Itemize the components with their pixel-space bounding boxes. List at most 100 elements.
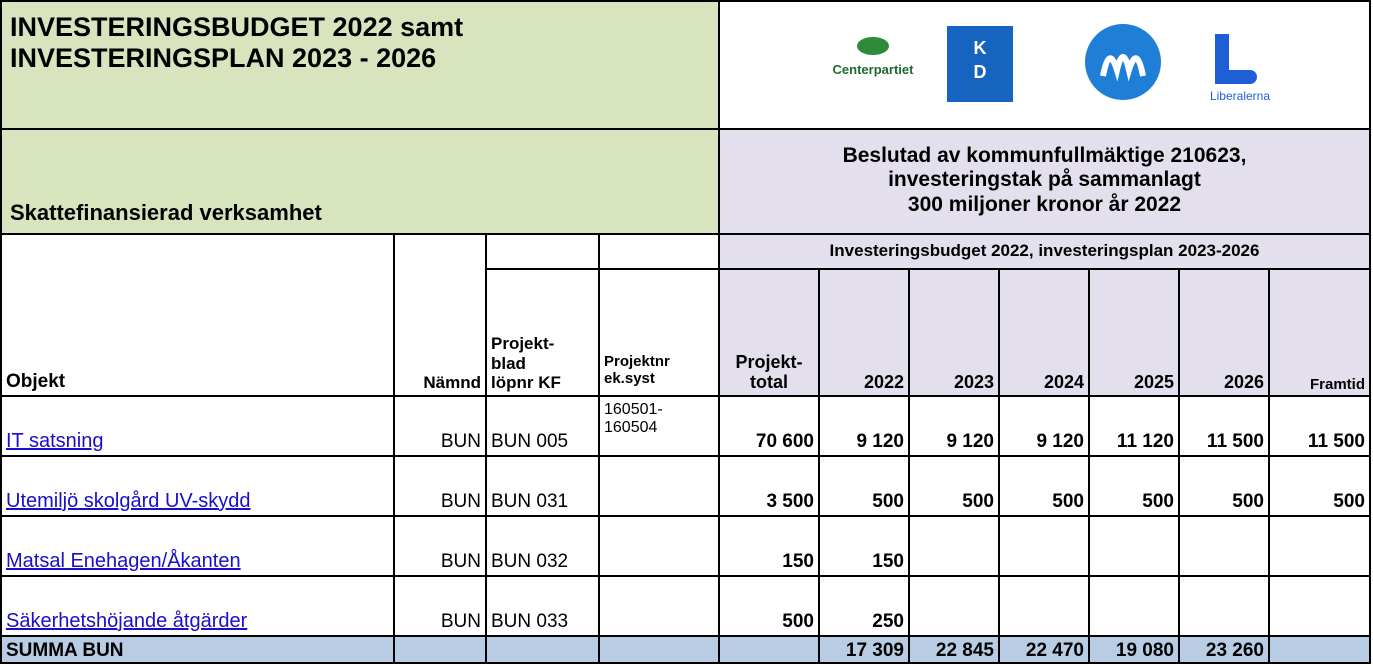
total-cell bbox=[720, 637, 820, 664]
text-line: 500 bbox=[1333, 491, 1365, 513]
total-cell: 19 080 bbox=[1090, 637, 1180, 664]
data-cell bbox=[600, 517, 720, 577]
text-line: 500 bbox=[1142, 491, 1174, 513]
text-line: SUMMA BUN bbox=[6, 640, 124, 662]
data-cell: BUN 005 bbox=[487, 397, 600, 457]
text-line: BUN bbox=[440, 491, 481, 513]
column-header: Projekt-total bbox=[720, 270, 820, 397]
data-cell bbox=[1000, 577, 1090, 637]
data-cell bbox=[1090, 577, 1180, 637]
text-line: INVESTERINGSBUDGET 2022 samt bbox=[10, 12, 464, 42]
text-line: 19 080 bbox=[1115, 640, 1174, 662]
object-link[interactable]: Säkerhetshöjande åtgärder bbox=[0, 577, 395, 637]
text-line: 22 845 bbox=[935, 640, 994, 662]
title: INVESTERINGSBUDGET 2022 samt INVESTERINGS… bbox=[0, 0, 720, 130]
text-line: Beslutad av kommunfullmäktige 210623, bbox=[842, 144, 1247, 168]
text-line: 2022 bbox=[863, 372, 904, 393]
logo-text: Liberalerna bbox=[1209, 89, 1269, 103]
text-line: löpnr KF bbox=[491, 373, 561, 393]
text-line: Projekt- bbox=[735, 351, 803, 372]
data-cell: 150 bbox=[820, 517, 910, 577]
m-mark bbox=[1099, 54, 1146, 82]
logo-svg: Centerpartiet K D Liberalerna bbox=[832, 24, 1270, 103]
text-line: IT satsning bbox=[6, 430, 104, 452]
total-cell: 22 845 bbox=[910, 637, 1000, 664]
text-line: total bbox=[750, 372, 788, 393]
text-line: BUN 031 bbox=[491, 491, 569, 513]
text-line: 2024 bbox=[1043, 372, 1084, 393]
text-line: INVESTERINGSPLAN 2023 - 2026 bbox=[10, 43, 437, 74]
data-cell bbox=[910, 577, 1000, 637]
text-line: 500 bbox=[1052, 491, 1084, 513]
data-cell: 11 500 bbox=[1180, 397, 1270, 457]
logo-text: K bbox=[973, 38, 986, 58]
text-line: blad bbox=[491, 353, 526, 373]
text-line: Objekt bbox=[6, 371, 66, 393]
data-cell: 500 bbox=[910, 457, 1000, 517]
total-cell bbox=[487, 637, 600, 664]
text-line: 9 120 bbox=[946, 431, 994, 453]
data-cell: BUN 031 bbox=[487, 457, 600, 517]
text-line: 2026 bbox=[1223, 372, 1264, 393]
data-cell bbox=[1090, 517, 1180, 577]
text-line: 500 bbox=[1232, 491, 1264, 513]
data-cell bbox=[1270, 517, 1371, 577]
column-header: 2023 bbox=[910, 270, 1000, 397]
data-cell bbox=[910, 517, 1000, 577]
data-cell: 500 bbox=[720, 577, 820, 637]
column-header: 2025 bbox=[1090, 270, 1180, 397]
data-cell: 500 bbox=[1000, 457, 1090, 517]
text-line: 9 120 bbox=[856, 431, 904, 453]
object-link[interactable]: Utemiljö skolgård UV-skydd bbox=[0, 457, 395, 517]
column-header: Objekt bbox=[0, 235, 395, 397]
data-cell: 160501- 160504 bbox=[600, 397, 720, 457]
column-header: 2024 bbox=[1000, 270, 1090, 397]
data-cell: 500 bbox=[1180, 457, 1270, 517]
logo-text: Centerpartiet bbox=[832, 62, 914, 77]
data-cell: BUN bbox=[395, 577, 487, 637]
leaf bbox=[856, 37, 889, 55]
text-line: 150 bbox=[872, 551, 904, 573]
text-line: Matsal Enehagen/Åkanten bbox=[6, 550, 241, 572]
data-cell: BUN bbox=[395, 397, 487, 457]
total-cell: 23 260 bbox=[1180, 637, 1270, 664]
data-cell: 500 bbox=[1090, 457, 1180, 517]
text-line: 250 bbox=[872, 611, 904, 633]
text-line: 17 309 bbox=[845, 640, 904, 662]
text-line: BUN 032 bbox=[491, 551, 569, 573]
text-line: 23 260 bbox=[1205, 640, 1264, 662]
text-line: 11 120 bbox=[1116, 431, 1174, 453]
data-cell bbox=[1000, 517, 1090, 577]
m-logo bbox=[1084, 24, 1161, 100]
total-cell bbox=[1270, 637, 1371, 664]
decision: Beslutad av kommunfullmäktige 210623, inv… bbox=[720, 130, 1371, 235]
text-line: 500 bbox=[872, 491, 904, 513]
kd-logo bbox=[946, 26, 1013, 102]
text-line: 2023 bbox=[953, 372, 994, 393]
text-line: investeringstak på sammanlagt bbox=[888, 168, 1201, 192]
column-header: 2022 bbox=[820, 270, 910, 397]
data-cell: 11 500 bbox=[1270, 397, 1371, 457]
data-cell: 70 600 bbox=[720, 397, 820, 457]
text-line: 22 470 bbox=[1025, 640, 1084, 662]
data-cell bbox=[600, 577, 720, 637]
data-cell: 500 bbox=[1270, 457, 1371, 517]
total-cell: SUMMA BUN bbox=[0, 637, 395, 664]
text-line: 300 miljoner kronor år 2022 bbox=[907, 192, 1182, 216]
column-header: Projekt-blad löpnr KF bbox=[487, 270, 600, 397]
object-link[interactable]: Matsal Enehagen/Åkanten bbox=[0, 517, 395, 577]
object-link[interactable]: IT satsning bbox=[0, 397, 395, 457]
text-line: Framtid bbox=[1309, 375, 1365, 393]
text-line: 11 500 bbox=[1206, 431, 1264, 453]
total-cell: 22 470 bbox=[1000, 637, 1090, 664]
column-header: 2026 bbox=[1180, 270, 1270, 397]
data-cell: 11 120 bbox=[1090, 397, 1180, 457]
text-line: 3 500 bbox=[766, 491, 814, 513]
subtitle: Skattefinansierad verksamhet bbox=[0, 130, 720, 235]
column-header: Projektnr ek.syst bbox=[600, 270, 720, 397]
text-line: 70 600 bbox=[755, 431, 814, 453]
data-cell bbox=[1180, 577, 1270, 637]
text-line: Projekt- bbox=[491, 334, 555, 354]
text-line: ek.syst bbox=[604, 369, 655, 387]
text-line: Säkerhetshöjande åtgärder bbox=[6, 610, 248, 632]
